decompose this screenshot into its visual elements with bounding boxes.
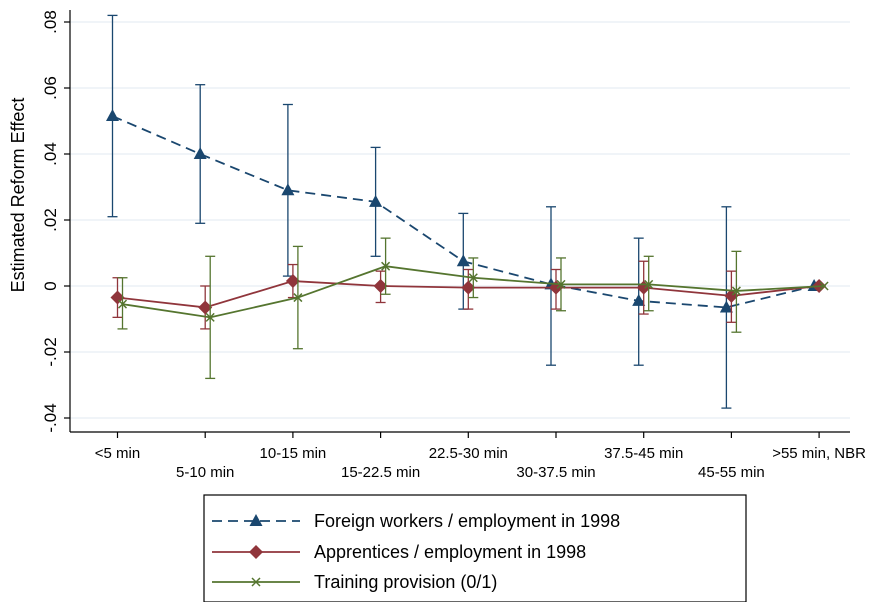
x-tick-label: 37.5-45 min xyxy=(604,445,683,462)
x-tick-label: 45-55 min xyxy=(698,464,765,481)
y-tick-label: 0 xyxy=(41,281,60,290)
y-tick-label: -.04 xyxy=(41,403,60,432)
x-tick-label: 10-15 min xyxy=(260,445,327,462)
y-tick-label: .06 xyxy=(41,76,60,100)
x-axis: <5 min 5-10 min 10-15 min 15-22.5 min 22.5-3… xyxy=(70,431,866,481)
data-point xyxy=(719,300,733,313)
data-point xyxy=(632,293,646,306)
x-tick-label: >55 min, NBR xyxy=(772,445,866,462)
legend-marker xyxy=(251,577,261,587)
x-tick-label: 30-37.5 min xyxy=(516,464,595,481)
series-3 xyxy=(117,237,829,380)
y-axis-label: Estimated Reform Effect xyxy=(8,98,28,293)
x-tick-label: 5-10 min xyxy=(176,464,234,481)
data-point xyxy=(456,254,470,267)
data-point xyxy=(193,147,207,159)
x-tick-label: 15-22.5 min xyxy=(341,464,420,481)
data-point xyxy=(110,290,125,305)
data-point xyxy=(293,293,303,303)
data-point xyxy=(373,279,388,293)
data-point xyxy=(369,194,383,207)
plot-area xyxy=(106,14,829,409)
data-point xyxy=(644,279,654,289)
data-point xyxy=(117,299,128,309)
legend: Foreign workers / employment in 1998 Appr… xyxy=(203,494,747,602)
y-tick-label: .08 xyxy=(41,10,60,34)
data-point xyxy=(381,261,391,271)
legend-box xyxy=(203,494,747,602)
y-axis: -.04 -.02 0 .02 .04 .06 .08 xyxy=(41,10,71,433)
data-point xyxy=(468,273,478,283)
legend-marker xyxy=(249,545,263,559)
legend-label: Training provision (0/1) xyxy=(314,572,497,592)
data-point xyxy=(281,183,295,196)
y-tick-label: -.02 xyxy=(41,337,60,366)
data-point xyxy=(731,286,741,296)
data-point xyxy=(106,109,119,122)
data-point xyxy=(198,300,213,315)
data-point xyxy=(205,312,215,322)
legend-marker xyxy=(249,514,263,526)
data-point xyxy=(461,280,476,295)
data-point xyxy=(285,274,300,289)
legend-label: Apprentices / employment in 1998 xyxy=(314,542,586,562)
x-tick-label: <5 min xyxy=(95,445,140,462)
data-point xyxy=(556,279,566,289)
data-point xyxy=(819,281,829,291)
legend-label: Foreign workers / employment in 1998 xyxy=(314,511,620,531)
y-tick-label: .02 xyxy=(41,208,60,232)
x-tick-label: 22.5-30 min xyxy=(429,445,508,462)
y-tick-label: .04 xyxy=(41,142,60,166)
